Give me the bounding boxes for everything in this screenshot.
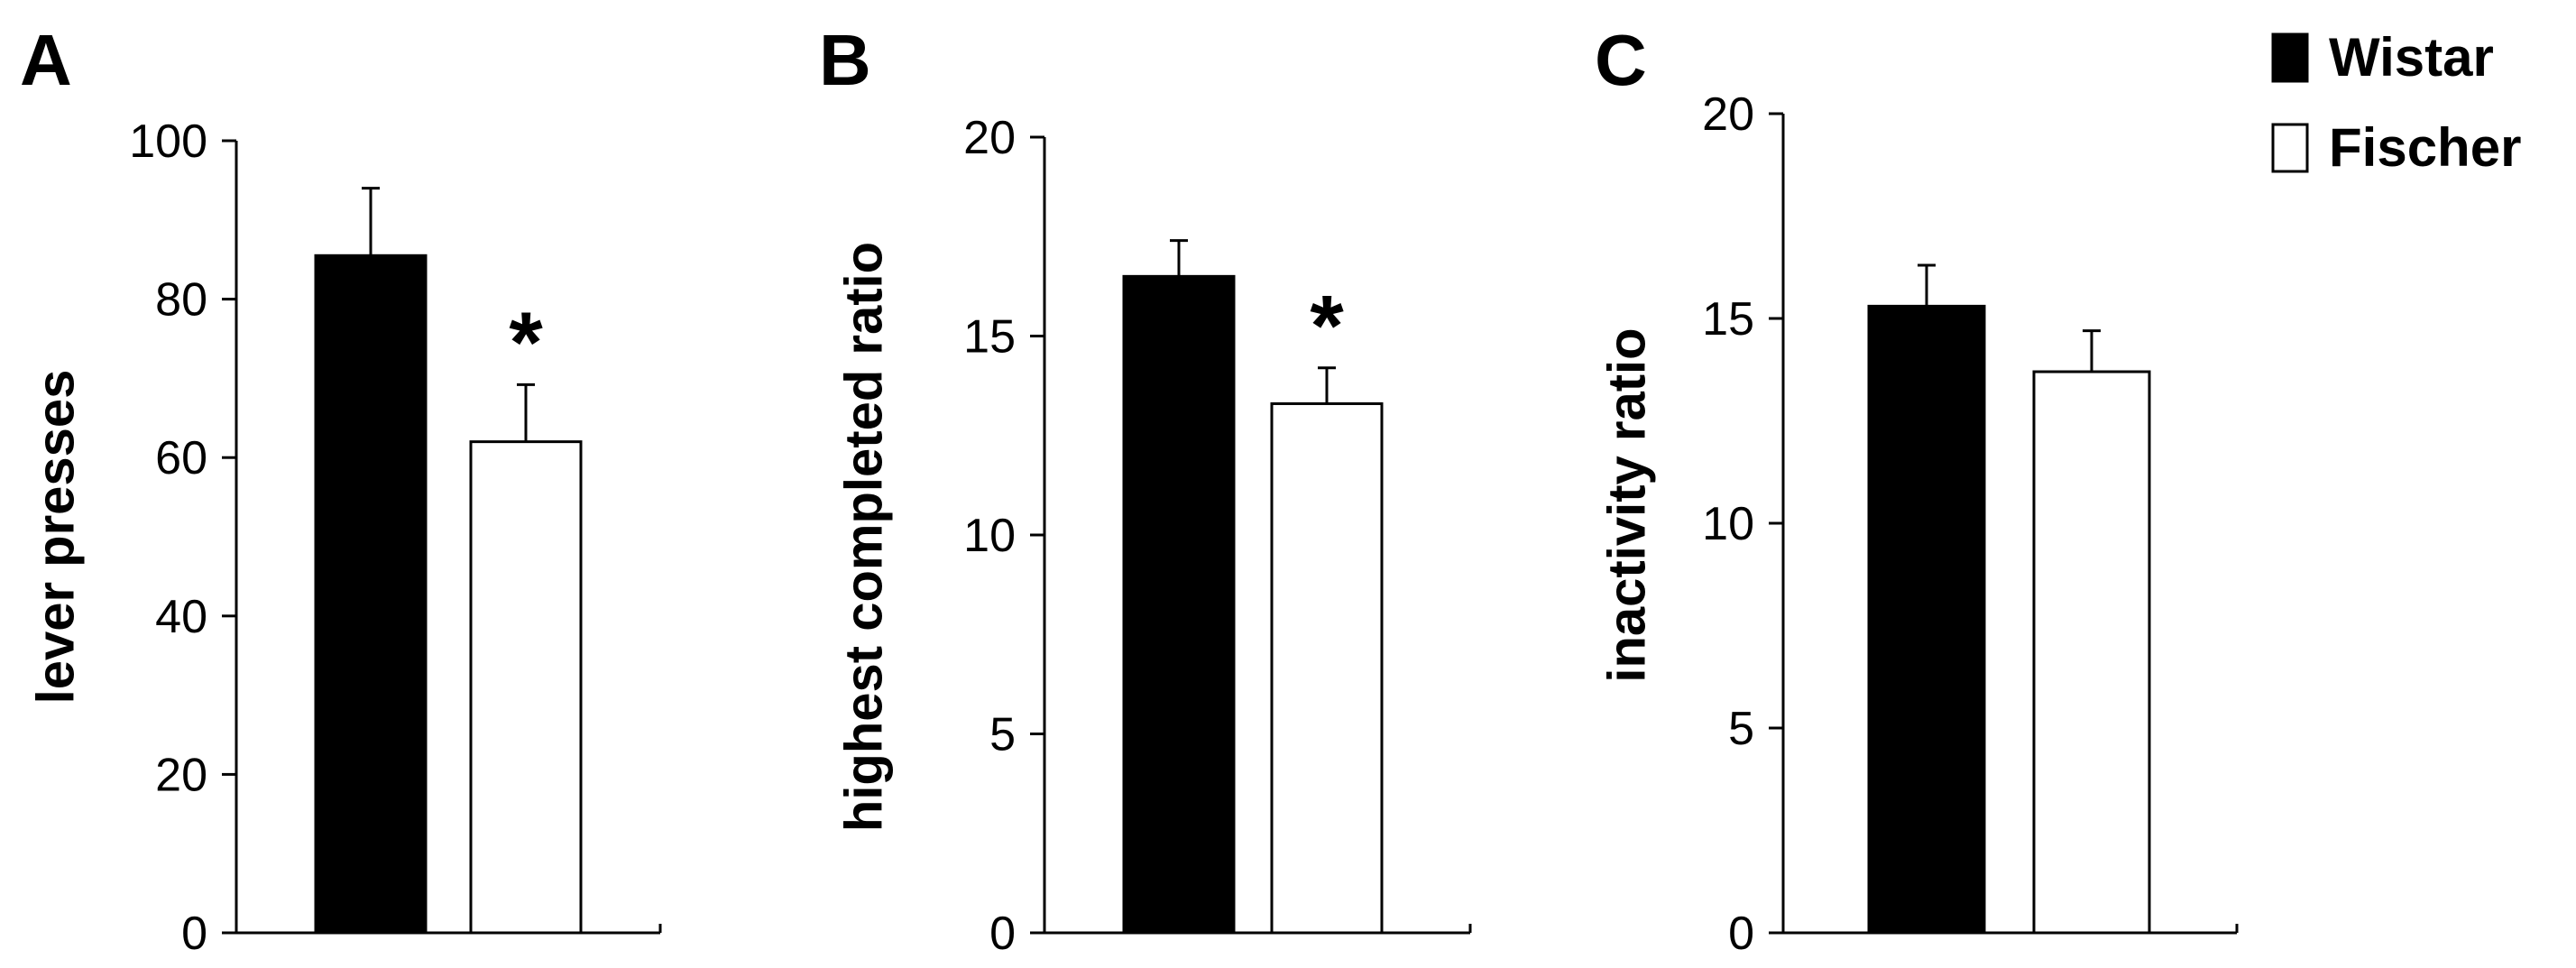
- significance-marker: *: [509, 294, 543, 391]
- y-tick-label: 15: [1702, 293, 1754, 346]
- y-tick-label: 10: [1702, 498, 1754, 550]
- legend-label-fischer: Fischer: [2329, 117, 2521, 178]
- bar-wistar: [1867, 304, 1986, 935]
- legend: Wistar Fischer: [2271, 27, 2521, 178]
- y-tick-label: 60: [155, 432, 207, 484]
- y-axis-label: highest completed ratio: [834, 242, 893, 832]
- y-axis-label: lever presses: [26, 370, 85, 705]
- bar-fischer: [469, 440, 583, 935]
- y-tick-label: 15: [963, 311, 1016, 364]
- bar-fischer: [1270, 401, 1384, 935]
- panel-letter: C: [1595, 20, 1647, 100]
- y-axis-label: inactivity ratio: [1597, 327, 1656, 682]
- y-tick-label: 5: [1728, 703, 1754, 755]
- panel-letter: B: [819, 20, 871, 100]
- bar-wistar: [314, 254, 428, 935]
- y-tick-label: 100: [129, 115, 207, 168]
- y-tick-label: 10: [963, 510, 1016, 562]
- y-tick-label: 40: [155, 591, 207, 643]
- y-tick-label: 0: [181, 908, 207, 960]
- legend-swatch-fischer: [2271, 123, 2309, 173]
- y-tick-label: 20: [1702, 88, 1754, 141]
- y-tick-label: 20: [155, 749, 207, 801]
- bar-fischer: [2032, 370, 2151, 935]
- y-tick-label: 0: [1728, 908, 1754, 960]
- legend-swatch-wistar: [2271, 32, 2309, 83]
- significance-marker: *: [1310, 278, 1344, 374]
- chart-panel-c: C 0 5 10 15 20 inactivity ratio: [1595, 20, 2239, 960]
- y-tick-label: 20: [963, 112, 1016, 164]
- y-tick-label: 5: [989, 709, 1016, 761]
- legend-label-wistar: Wistar: [2329, 27, 2494, 88]
- chart-panel-a: A 0 20 40 60 80 100 lever presses *: [20, 20, 662, 960]
- y-tick-label: 80: [155, 274, 207, 327]
- y-tick-label: 0: [989, 908, 1016, 960]
- bar-wistar: [1122, 274, 1236, 935]
- panel-letter: A: [20, 20, 72, 100]
- chart-panel-b: B 0 5 10 15 20 highest completed ratio *: [819, 20, 1472, 960]
